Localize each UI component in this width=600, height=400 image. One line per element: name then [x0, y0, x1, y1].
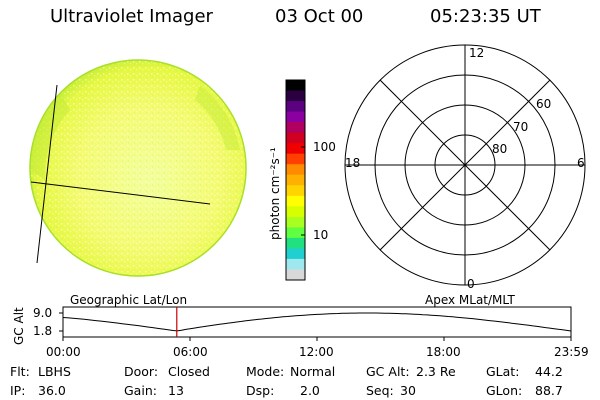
seq-value: 30 — [400, 383, 416, 398]
colorbar-segment — [286, 122, 305, 134]
polar-plot — [344, 44, 586, 286]
ip-value: 36.0 — [38, 383, 66, 398]
orbit-x-tick-2: 12:00 — [299, 345, 334, 359]
colorbar-segment — [286, 237, 305, 249]
colorbar-segment — [286, 195, 305, 207]
gcalt-value: 2.3 Re — [416, 364, 456, 379]
orbit-panel — [59, 306, 572, 341]
ip-label: IP: — [10, 383, 26, 398]
colorbar-segment — [286, 132, 305, 144]
seq-label: Seq: — [366, 383, 394, 398]
colorbar-segment — [286, 153, 305, 165]
colorbar-segment — [286, 80, 305, 92]
orbit-right-title: Apex MLat/MLT — [425, 293, 515, 307]
polar-label-bottom: 0 — [467, 277, 475, 291]
flt-label: Flt: — [10, 364, 30, 379]
orbit-x-tick-3: 18:00 — [426, 345, 461, 359]
colorbar-segment — [286, 269, 305, 281]
glon-label: GLon: — [486, 383, 523, 398]
colorbar-tick-10: 10 — [313, 228, 329, 242]
glat-label: GLat: — [486, 364, 520, 379]
dsp-value: 2.0 — [300, 383, 320, 398]
earth-disk — [29, 59, 247, 277]
orbit-y-axis-label: GC Alt — [12, 307, 26, 345]
gain-label: Gain: — [124, 383, 157, 398]
orbit-x-tick-4: 23:59 — [554, 345, 589, 359]
glon-value: 88.7 — [535, 383, 563, 398]
orbit-y-tick-min: 1.8 — [33, 324, 53, 338]
glat-value: 44.2 — [535, 364, 563, 379]
polar-label-right: 6 — [577, 156, 585, 170]
parallel-line — [30, 181, 211, 205]
flt-value: LBHS — [38, 364, 71, 379]
orbit-x-tick-1: 06:00 — [173, 345, 208, 359]
colorbar-segment — [286, 90, 305, 102]
mode-label: Mode: — [246, 364, 285, 379]
polar-label-70: 70 — [513, 120, 529, 134]
polar-label-80: 80 — [492, 142, 508, 156]
polar-label-top: 12 — [469, 46, 485, 60]
colorbar-segment — [286, 111, 305, 123]
colorbar-tick-100: 100 — [313, 140, 336, 154]
gain-value: 13 — [168, 383, 184, 398]
orbit-y-tick-max: 9.0 — [33, 306, 53, 320]
colorbar-unit-label: photon cm⁻²s⁻¹ — [268, 147, 282, 240]
mode-value: Normal — [290, 364, 336, 379]
colorbar-segment — [286, 101, 305, 113]
colorbar-segment — [286, 216, 305, 228]
app-title: Ultraviolet Imager — [50, 6, 213, 27]
colorbar-segment — [286, 258, 305, 270]
colorbar-segment — [286, 143, 305, 155]
colorbar — [285, 79, 306, 281]
time-label: 05:23:35 UT — [430, 6, 541, 27]
polar-label-left: 18 — [345, 156, 361, 170]
door-label: Door: — [124, 364, 159, 379]
orbit-x-tick-0: 00:00 — [46, 345, 81, 359]
orbit-left-title: Geographic Lat/Lon — [70, 293, 188, 307]
dsp-label: Dsp: — [246, 383, 275, 398]
colorbar-segment — [286, 174, 305, 186]
polar-label-60: 60 — [536, 97, 552, 111]
colorbar-segment — [286, 164, 305, 176]
gcalt-label: GC Alt: — [366, 364, 410, 379]
door-value: Closed — [168, 364, 210, 379]
date-label: 03 Oct 00 — [275, 6, 364, 27]
meridian-line — [36, 84, 58, 264]
colorbar-segment — [286, 206, 305, 218]
colorbar-segment — [286, 185, 305, 197]
colorbar-segment — [286, 248, 305, 260]
colorbar-segment — [286, 227, 305, 239]
